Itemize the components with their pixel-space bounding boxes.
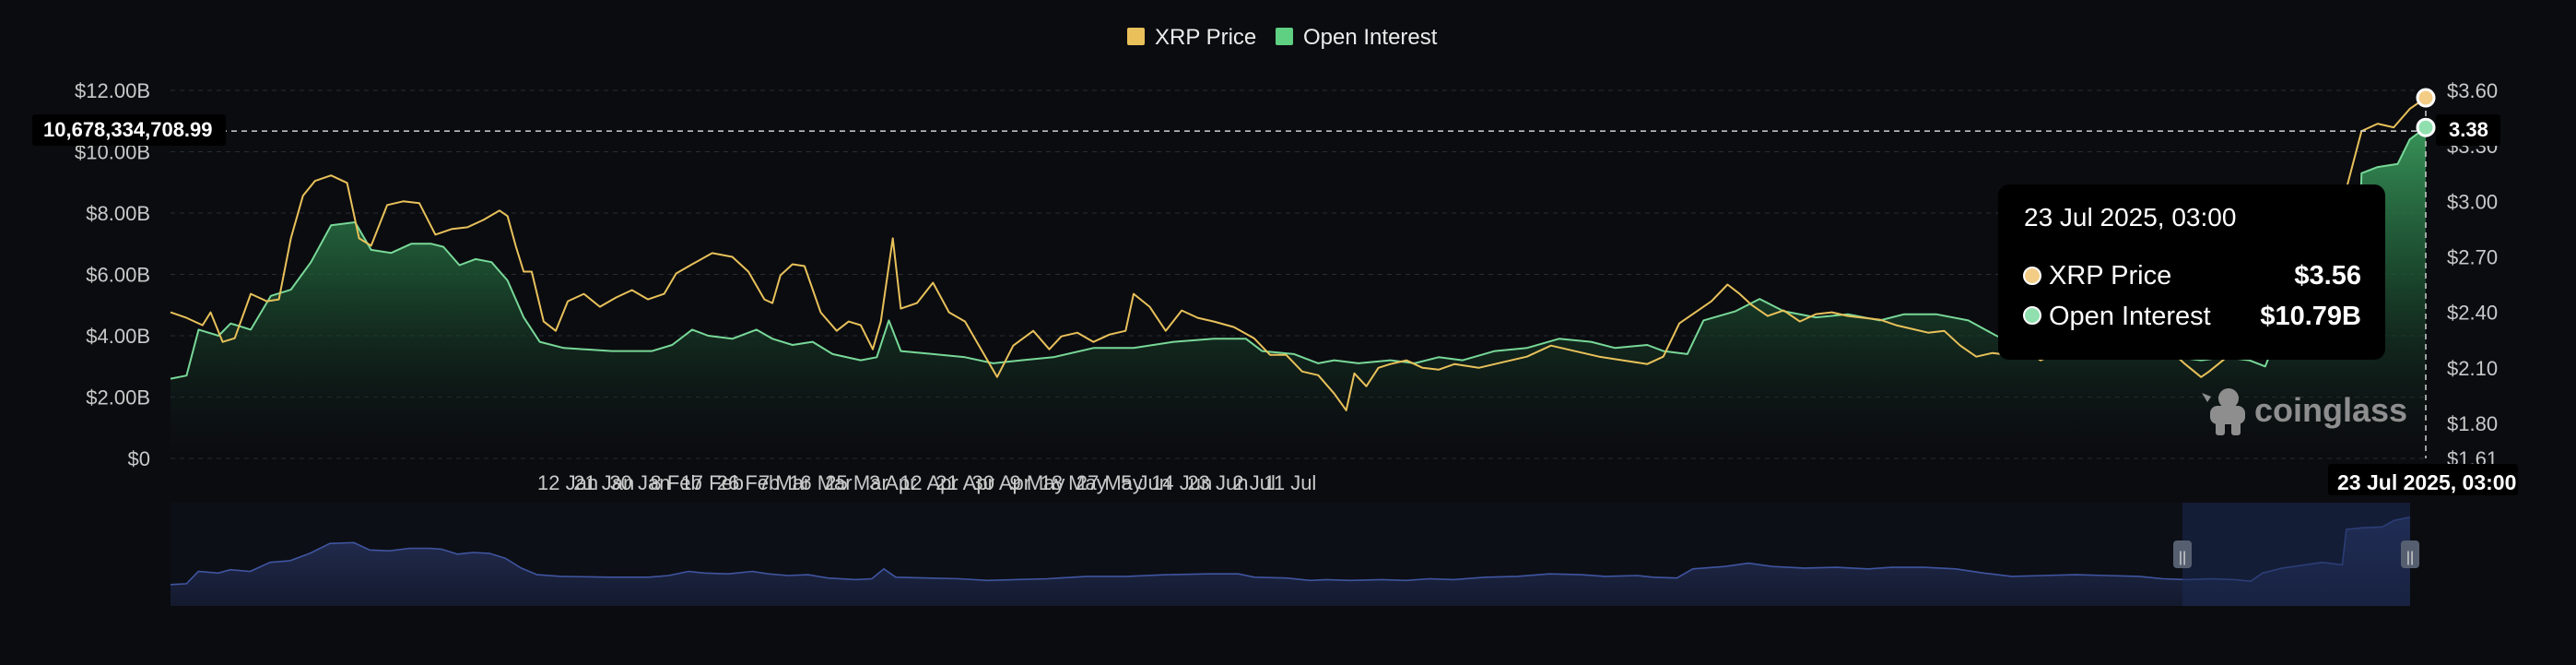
crosshair-left-label: 10,678,334,708.99 (43, 118, 213, 141)
coinglass-logo-icon (2202, 388, 2245, 435)
x-axis-tick-20: 11 Jul (1264, 471, 1316, 494)
tooltip-value-xrp-price: $3.56 (2294, 261, 2361, 291)
navigator-right-handle[interactable]: || (2401, 540, 2419, 568)
tooltip-title: 23 Jul 2025, 03:00 (2024, 203, 2236, 232)
crosshair-right-label: 3.38 (2449, 118, 2488, 141)
crosshair: 10,678,334,708.99 3.38 23 Jul 2025, 03:0… (32, 90, 2518, 495)
navigator-left-handle-icon: || (2179, 550, 2186, 565)
navigator-left-handle[interactable]: || (2173, 540, 2192, 568)
right-axis-tick-1: $1.80 (2447, 412, 2498, 435)
x-axis-tick-3: 8 Feb (650, 471, 701, 494)
x-axis-tick-5: 26 Feb (717, 471, 781, 494)
legend-label-open-interest: Open Interest (1303, 25, 1438, 50)
tooltip-label-xrp-price: XRP Price (2049, 261, 2171, 291)
left-axis-tick-0: $0 (128, 447, 150, 470)
right-axis-tick-2: $2.10 (2447, 357, 2498, 380)
x-axis-tick-2: 30 Jan (609, 471, 670, 494)
navigator-selected-window[interactable] (2182, 503, 2410, 606)
x-axis-tick-15: 27 May (1076, 471, 1143, 494)
left-axis-tick-1: $2.00B (86, 386, 150, 410)
legend: XRP Price Open Interest (1127, 25, 1438, 50)
tooltip: 23 Jul 2025, 03:00 XRP Price $3.56 Open … (1998, 184, 2385, 360)
right-axis-tick-7: $3.60 (2447, 79, 2498, 102)
legend-swatch-xrp-price (1127, 28, 1145, 45)
coinglass-watermark: coinglass (2202, 388, 2407, 435)
crosshair-left-label-box (32, 114, 226, 146)
x-axis-tick-0: 12 Jan (537, 471, 598, 494)
xrp-price-marker (2416, 88, 2436, 108)
x-axis-tick-9: 3 Apr (869, 471, 916, 494)
tooltip-dot-xrp-price (2023, 267, 2041, 285)
crosshair-x-label-box (2328, 464, 2518, 495)
left-axis-tick-4: $8.00B (86, 202, 150, 225)
tooltip-value-open-interest: $10.79B (2260, 302, 2361, 331)
x-axis-tick-8: 25 Mar (825, 471, 888, 494)
crosshair-x-label: 23 Jul 2025, 03:00 (2337, 470, 2516, 494)
right-axis: $1.61$1.80$2.10$2.40$2.70$3.00$3.30$3.60 (2447, 79, 2498, 470)
left-axis-tick-3: $6.00B (86, 264, 150, 287)
x-axis-tick-4: 17 Feb (681, 471, 745, 494)
x-axis-tick-11: 21 Apr (935, 471, 994, 494)
open-interest-marker (2416, 117, 2436, 137)
x-axis-tick-7: 16 Mar (789, 471, 852, 494)
legend-item-xrp-price[interactable]: XRP Price (1127, 25, 1256, 50)
tooltip-dot-open-interest (2023, 306, 2041, 325)
tooltip-box (1998, 184, 2385, 360)
right-axis-tick-3: $2.40 (2447, 302, 2498, 325)
x-axis-tick-19: 2 Jul (1232, 471, 1275, 494)
range-navigator[interactable]: || || (170, 503, 2419, 606)
x-axis-tick-12: 30 Apr (971, 471, 1030, 494)
watermark-text: coinglass (2254, 391, 2407, 429)
x-axis-tick-1: 21 Jan (573, 471, 634, 494)
left-axis-tick-2: $4.00B (86, 325, 150, 348)
tooltip-label-open-interest: Open Interest (2049, 302, 2211, 331)
x-axis-tick-10: 12 Apr (900, 471, 959, 494)
x-axis-tick-13: 9 May (1010, 471, 1065, 494)
legend-label-xrp-price: XRP Price (1155, 25, 1256, 50)
right-axis-tick-5: $3.00 (2447, 190, 2498, 213)
right-axis-tick-4: $2.70 (2447, 245, 2498, 268)
left-axis-tick-6: $12.00B (75, 79, 150, 102)
open-interest-area (171, 127, 2426, 458)
x-axis-tick-6: 7 Mar (759, 471, 810, 494)
x-axis-tick-16: 5 Jun (1121, 471, 1170, 494)
legend-item-open-interest[interactable]: Open Interest (1276, 25, 1438, 50)
crosshair-right-label-box (2436, 114, 2500, 146)
x-axis-tick-14: 18 May (1041, 471, 1107, 494)
navigator-series-area (171, 517, 2410, 606)
navigator-series-line (170, 516, 2411, 586)
legend-swatch-open-interest (1276, 28, 1293, 45)
navigator-right-handle-icon: || (2406, 550, 2414, 565)
x-axis-tick-18: 23 Jun (1187, 471, 1248, 494)
x-axis-tick-17: 14 Jun (1151, 471, 1212, 494)
